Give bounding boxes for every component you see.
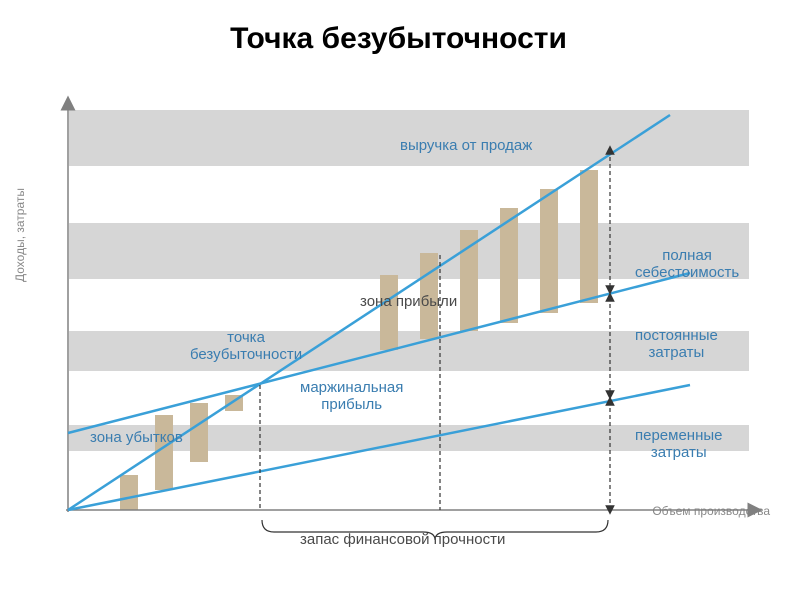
label-fixed-costs: постоянныезатраты — [635, 327, 718, 362]
break-even-chart: Доходы, затраты Объем производства выруч… — [50, 95, 770, 545]
label-profit-zone: зона прибыли — [360, 293, 457, 310]
label-full-cost: полнаясебестоимость — [635, 247, 739, 282]
label-loss-zone: зона убытков — [90, 429, 183, 446]
y-axis-label: Доходы, затраты — [13, 188, 27, 282]
chart-svg — [50, 95, 770, 555]
label-marginal-profit: маржинальнаяприбыль — [300, 379, 403, 414]
label-revenue: выручка от продаж — [400, 137, 532, 154]
label-safety-margin: запас финансовой прочности — [300, 531, 505, 548]
label-break-even: точкабезубыточности — [190, 329, 302, 364]
label-variable-costs: переменныезатраты — [635, 427, 723, 462]
page-title: Точка безубыточности — [0, 22, 797, 56]
